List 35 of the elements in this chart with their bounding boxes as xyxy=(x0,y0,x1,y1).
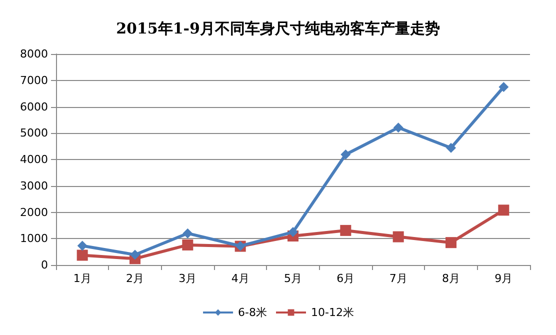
point xyxy=(393,122,404,133)
point xyxy=(392,231,404,242)
point xyxy=(130,250,140,260)
chart-title: 2015年1-9月不同车身尺寸纯电动客车产量走势 xyxy=(116,20,440,38)
x-tick-label: 5月 xyxy=(284,272,302,285)
y-tick-label: 5000 xyxy=(20,126,48,140)
legend-label: 10-12米 xyxy=(311,306,354,319)
x-tick-label: 1月 xyxy=(73,272,92,285)
y-tick-label: 4000 xyxy=(20,153,48,166)
y-tick-label: 6000 xyxy=(20,100,48,114)
x-tick-label: 6月 xyxy=(336,272,355,285)
y-tick-label: 1000 xyxy=(20,232,48,246)
y-tick-label: 2000 xyxy=(20,206,48,219)
legend-label: 6-8米 xyxy=(238,306,268,319)
point xyxy=(498,82,509,92)
point xyxy=(288,227,298,238)
x-tick-label: 4月 xyxy=(231,272,250,285)
point xyxy=(182,239,194,250)
point xyxy=(340,224,352,236)
point xyxy=(76,250,88,261)
point xyxy=(446,237,456,248)
point xyxy=(498,204,510,216)
y-tick-label: 0 xyxy=(41,258,48,272)
x-tick-label: 2月 xyxy=(126,272,144,285)
x-tick-label: 3月 xyxy=(178,272,197,285)
y-tick-label: 3000 xyxy=(20,179,48,192)
point xyxy=(182,228,193,238)
x-tick-label: 9月 xyxy=(494,272,513,285)
point xyxy=(340,149,351,160)
y-tick-label: 7000 xyxy=(20,74,48,87)
x-tick-label: 8月 xyxy=(442,272,460,285)
point xyxy=(77,240,88,251)
y-tick-label: 8000 xyxy=(20,48,48,60)
x-tick-label: 7月 xyxy=(389,272,408,285)
point xyxy=(446,142,456,153)
